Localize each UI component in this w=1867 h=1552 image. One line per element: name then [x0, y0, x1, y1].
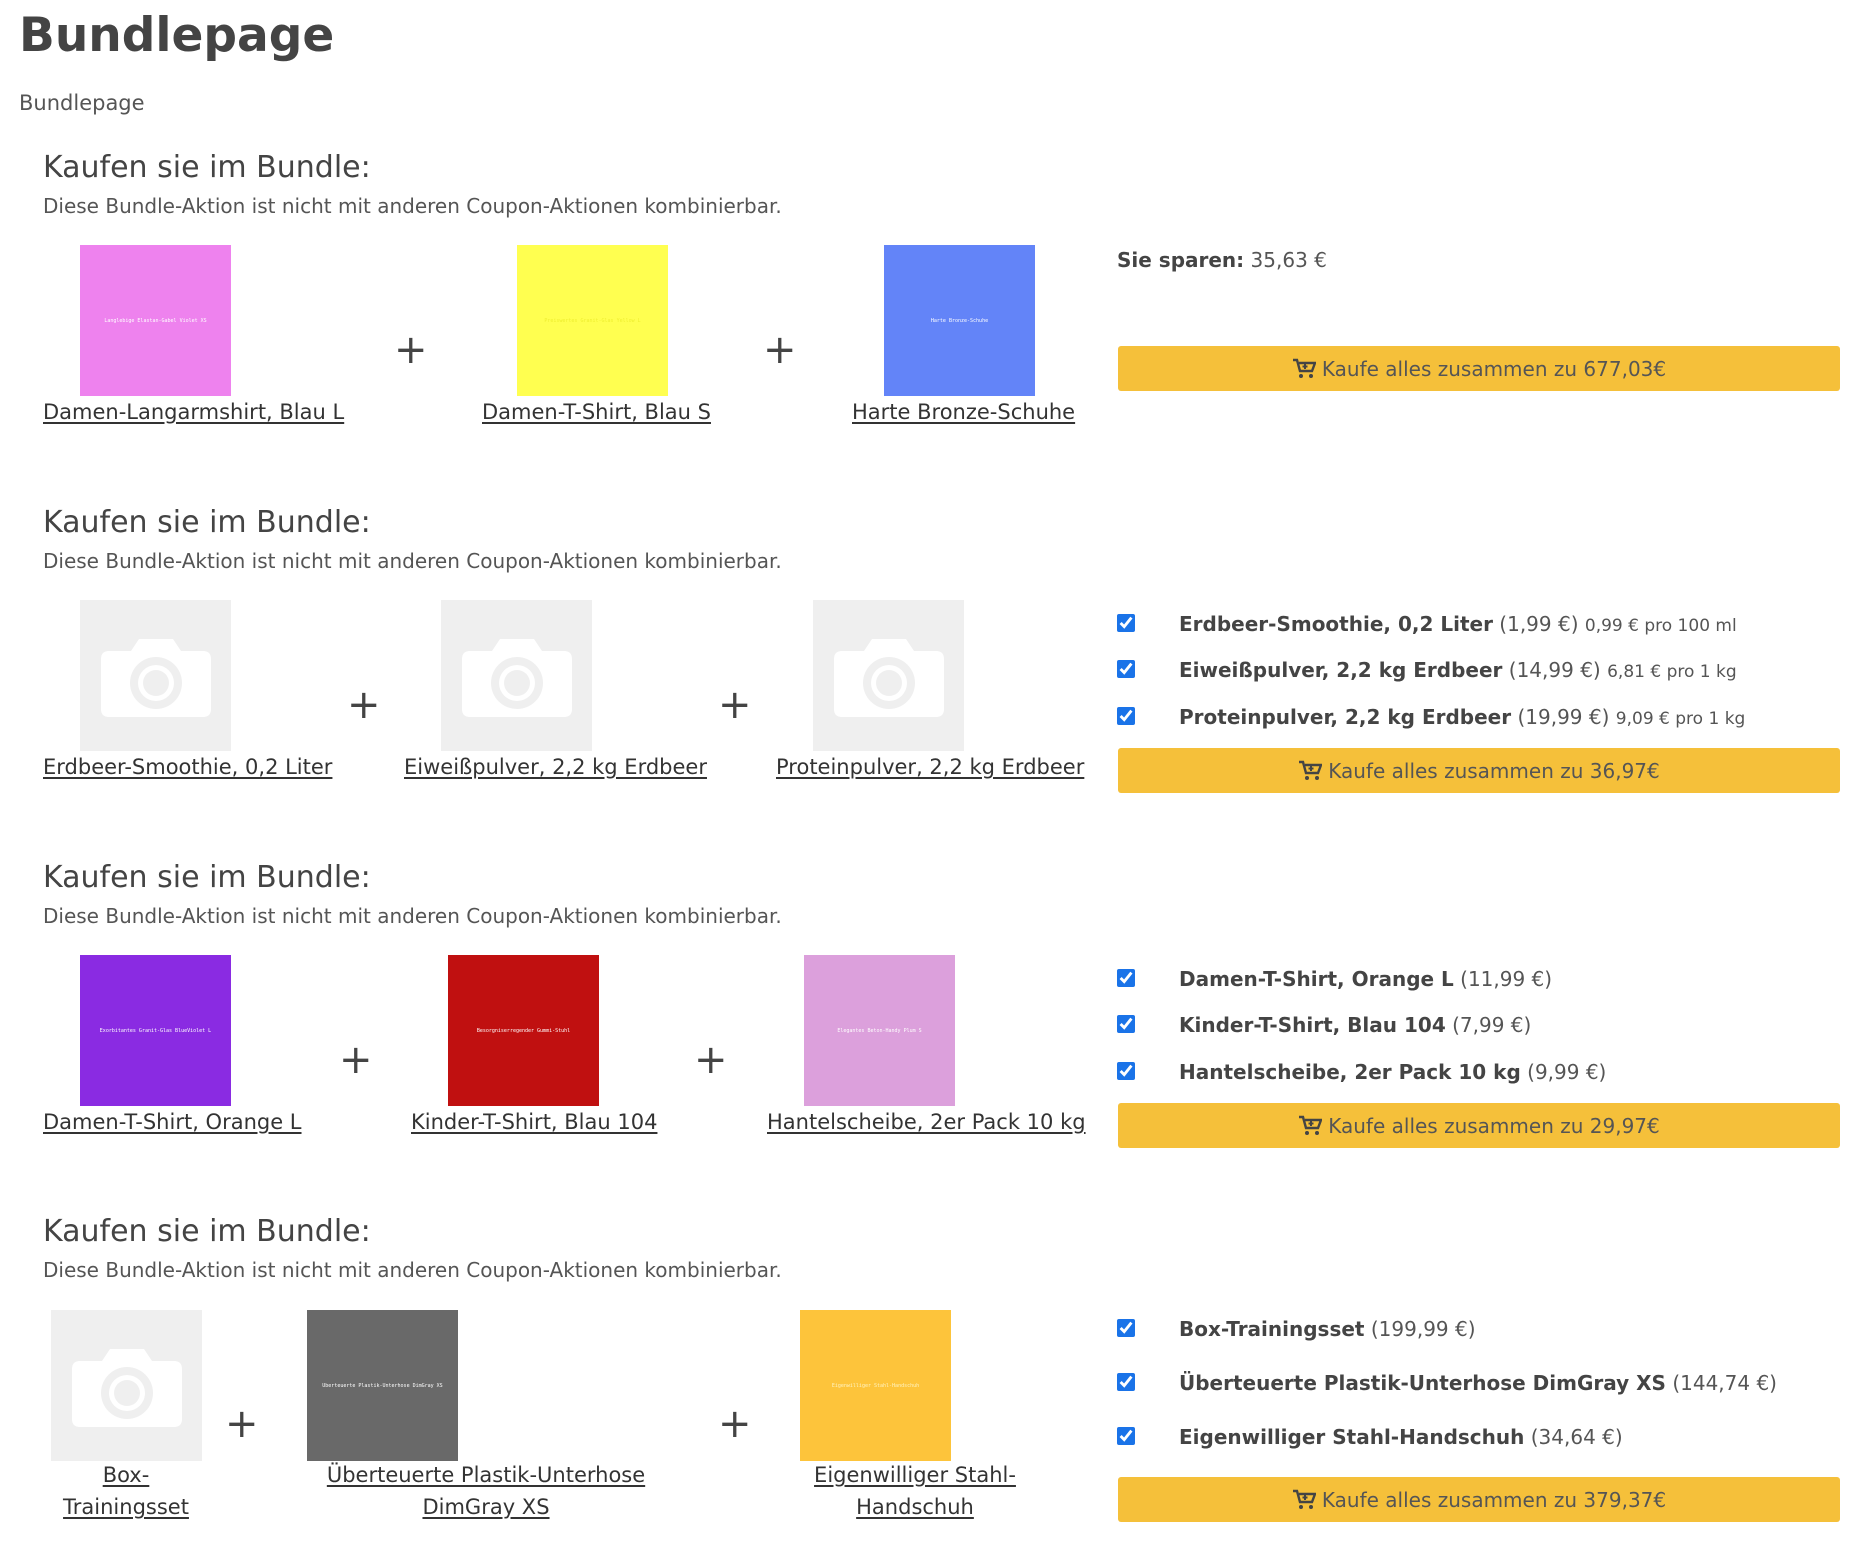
bundle-heading: Kaufen sie im Bundle:: [43, 150, 371, 185]
item-name: Box-Trainingsset: [1179, 1317, 1365, 1341]
page-title: Bundlepage: [19, 8, 335, 63]
thumbnail-text: Besorgniserregender Gummi-Stuhl: [476, 1027, 571, 1034]
thumbnail-text: Harte Bronze-Schuhe: [930, 317, 989, 324]
cart-icon: [1292, 1489, 1316, 1509]
camera-icon: [100, 638, 211, 717]
savings-label: Sie sparen:: [1117, 248, 1245, 272]
buy-bundle-label: Kaufe alles zusammen zu 29,97€: [1328, 1113, 1660, 1138]
buy-bundle-button[interactable]: Kaufe alles zusammen zu 677,03€: [1118, 346, 1840, 391]
item-unit-price: 9,09 € pro 1 kg: [1615, 709, 1746, 729]
savings-info: Sie sparen: 35,63 €: [1117, 248, 1327, 272]
thumbnail-text: Überteuerte Plastik-Unterhose DimGray XS: [322, 1382, 443, 1389]
item-checkbox[interactable]: [1117, 1319, 1135, 1337]
product-thumbnail[interactable]: [80, 600, 231, 751]
bundle-heading: Kaufen sie im Bundle:: [43, 505, 371, 540]
item-price: (14,99 €): [1508, 658, 1601, 682]
plus-sign: +: [694, 1037, 728, 1083]
thumbnail-text: Elegantes Beton-Handy Plum S: [837, 1027, 922, 1034]
plus-sign: +: [718, 1401, 752, 1447]
product-link[interactable]: Überteuerte Plastik-Unterhose DimGray XS: [326, 1463, 646, 1519]
product-thumbnail[interactable]: [813, 600, 964, 751]
product-thumbnail[interactable]: Überteuerte Plastik-Unterhose DimGray XS: [307, 1310, 458, 1461]
item-name: Kinder-T-Shirt, Blau 104: [1179, 1013, 1446, 1037]
item-price: (11,99 €): [1460, 967, 1553, 991]
product-link[interactable]: Erdbeer-Smoothie, 0,2 Liter: [43, 755, 333, 779]
savings-value: 35,63 €: [1250, 248, 1327, 272]
item-price: (144,74 €): [1672, 1371, 1777, 1395]
item-checkbox[interactable]: [1117, 1062, 1135, 1080]
buy-bundle-button[interactable]: Kaufe alles zusammen zu 36,97€: [1118, 748, 1840, 793]
product-thumbnail[interactable]: Harte Bronze-Schuhe: [884, 245, 1035, 396]
item-checkbox[interactable]: [1117, 707, 1135, 725]
product-link[interactable]: Harte Bronze-Schuhe: [852, 400, 1076, 424]
item-unit-price: 0,99 € pro 100 ml: [1584, 616, 1737, 636]
cart-icon: [1299, 760, 1323, 780]
plus-sign: +: [394, 327, 428, 373]
item-name: Proteinpulver, 2,2 kg Erdbeer: [1179, 705, 1512, 729]
product-link[interactable]: Hantelscheibe, 2er Pack 10 kg: [767, 1110, 1086, 1134]
item-checkbox[interactable]: [1117, 1015, 1135, 1033]
product-link[interactable]: Eigenwilliger Stahl-Handschuh: [814, 1463, 1016, 1519]
product-thumbnail[interactable]: Elegantes Beton-Handy Plum S: [804, 955, 955, 1106]
item-checkbox[interactable]: [1117, 1427, 1135, 1445]
cart-icon: [1292, 358, 1316, 378]
item-price: (34,64 €): [1530, 1425, 1623, 1449]
bundle-heading: Kaufen sie im Bundle:: [43, 1214, 371, 1249]
camera-icon: [833, 638, 944, 717]
camera-icon: [71, 1348, 182, 1427]
item-price: (7,99 €): [1452, 1013, 1532, 1037]
bundle-heading: Kaufen sie im Bundle:: [43, 860, 371, 895]
product-link[interactable]: Damen-T-Shirt, Orange L: [43, 1110, 302, 1134]
thumbnail-text: Exorbitantes Granit-Glas BlueViolet L: [99, 1027, 212, 1034]
thumbnail-text: Langlebige Elastan-Gabel Violet XS: [104, 317, 207, 324]
product-link[interactable]: Proteinpulver, 2,2 kg Erdbeer: [776, 755, 1085, 779]
bundle-description: Diese Bundle-Aktion ist nicht mit andere…: [43, 1258, 782, 1282]
item-name: Eigenwilliger Stahl-Handschuh: [1179, 1425, 1525, 1449]
item-checkbox[interactable]: [1117, 969, 1135, 987]
plus-sign: +: [718, 682, 752, 728]
product-thumbnail[interactable]: Exorbitantes Granit-Glas BlueViolet L: [80, 955, 231, 1106]
item-checkbox[interactable]: [1117, 614, 1135, 632]
item-name: Hantelscheibe, 2er Pack 10 kg: [1179, 1060, 1521, 1084]
product-thumbnail[interactable]: [51, 1310, 202, 1461]
product-thumbnail[interactable]: Langlebige Elastan-Gabel Violet XS: [80, 245, 231, 396]
buy-bundle-button[interactable]: Kaufe alles zusammen zu 379,37€: [1118, 1477, 1840, 1522]
product-link[interactable]: Eiweißpulver, 2,2 kg Erdbeer: [404, 755, 707, 779]
item-price: (1,99 €): [1499, 612, 1579, 636]
product-link[interactable]: Kinder-T-Shirt, Blau 104: [411, 1110, 658, 1134]
product-thumbnail[interactable]: Preiswertes Granit-Glas Yellow L: [517, 245, 668, 396]
bundle-description: Diese Bundle-Aktion ist nicht mit andere…: [43, 194, 782, 218]
item-checkbox[interactable]: [1117, 1373, 1135, 1391]
buy-bundle-label: Kaufe alles zusammen zu 36,97€: [1328, 758, 1660, 783]
product-link[interactable]: Box-Trainingsset: [63, 1463, 189, 1519]
product-thumbnail[interactable]: Besorgniserregender Gummi-Stuhl: [448, 955, 599, 1106]
camera-icon: [461, 638, 572, 717]
buy-bundle-label: Kaufe alles zusammen zu 677,03€: [1321, 356, 1667, 381]
product-thumbnail[interactable]: [441, 600, 592, 751]
item-name: Damen-T-Shirt, Orange L: [1179, 967, 1454, 991]
item-name: Überteuerte Plastik-Unterhose DimGray XS: [1179, 1371, 1666, 1395]
bundle-description: Diese Bundle-Aktion ist nicht mit andere…: [43, 549, 782, 573]
cart-icon: [1299, 1115, 1323, 1135]
item-unit-price: 6,81 € pro 1 kg: [1607, 662, 1737, 682]
plus-sign: +: [347, 682, 381, 728]
plus-sign: +: [339, 1037, 373, 1083]
item-name: Erdbeer-Smoothie, 0,2 Liter: [1179, 612, 1493, 636]
plus-sign: +: [225, 1401, 259, 1447]
product-link[interactable]: Damen-T-Shirt, Blau S: [482, 400, 711, 424]
product-link[interactable]: Damen-Langarmshirt, Blau L: [43, 400, 345, 424]
item-price: (199,99 €): [1370, 1317, 1476, 1341]
buy-bundle-label: Kaufe alles zusammen zu 379,37€: [1321, 1487, 1667, 1512]
thumbnail-text: Preiswertes Granit-Glas Yellow L: [544, 317, 641, 324]
product-thumbnail[interactable]: Eigenwilliger Stahl-Handschuh: [800, 1310, 951, 1461]
bundle-description: Diese Bundle-Aktion ist nicht mit andere…: [43, 904, 782, 928]
buy-bundle-button[interactable]: Kaufe alles zusammen zu 29,97€: [1118, 1103, 1840, 1148]
item-price: (9,99 €): [1527, 1060, 1607, 1084]
item-price: (19,99 €): [1517, 705, 1610, 729]
breadcrumb[interactable]: Bundlepage: [19, 91, 145, 115]
item-checkbox[interactable]: [1117, 660, 1135, 678]
thumbnail-text: Eigenwilliger Stahl-Handschuh: [831, 1382, 920, 1389]
item-name: Eiweißpulver, 2,2 kg Erdbeer: [1179, 658, 1503, 682]
plus-sign: +: [763, 327, 797, 373]
